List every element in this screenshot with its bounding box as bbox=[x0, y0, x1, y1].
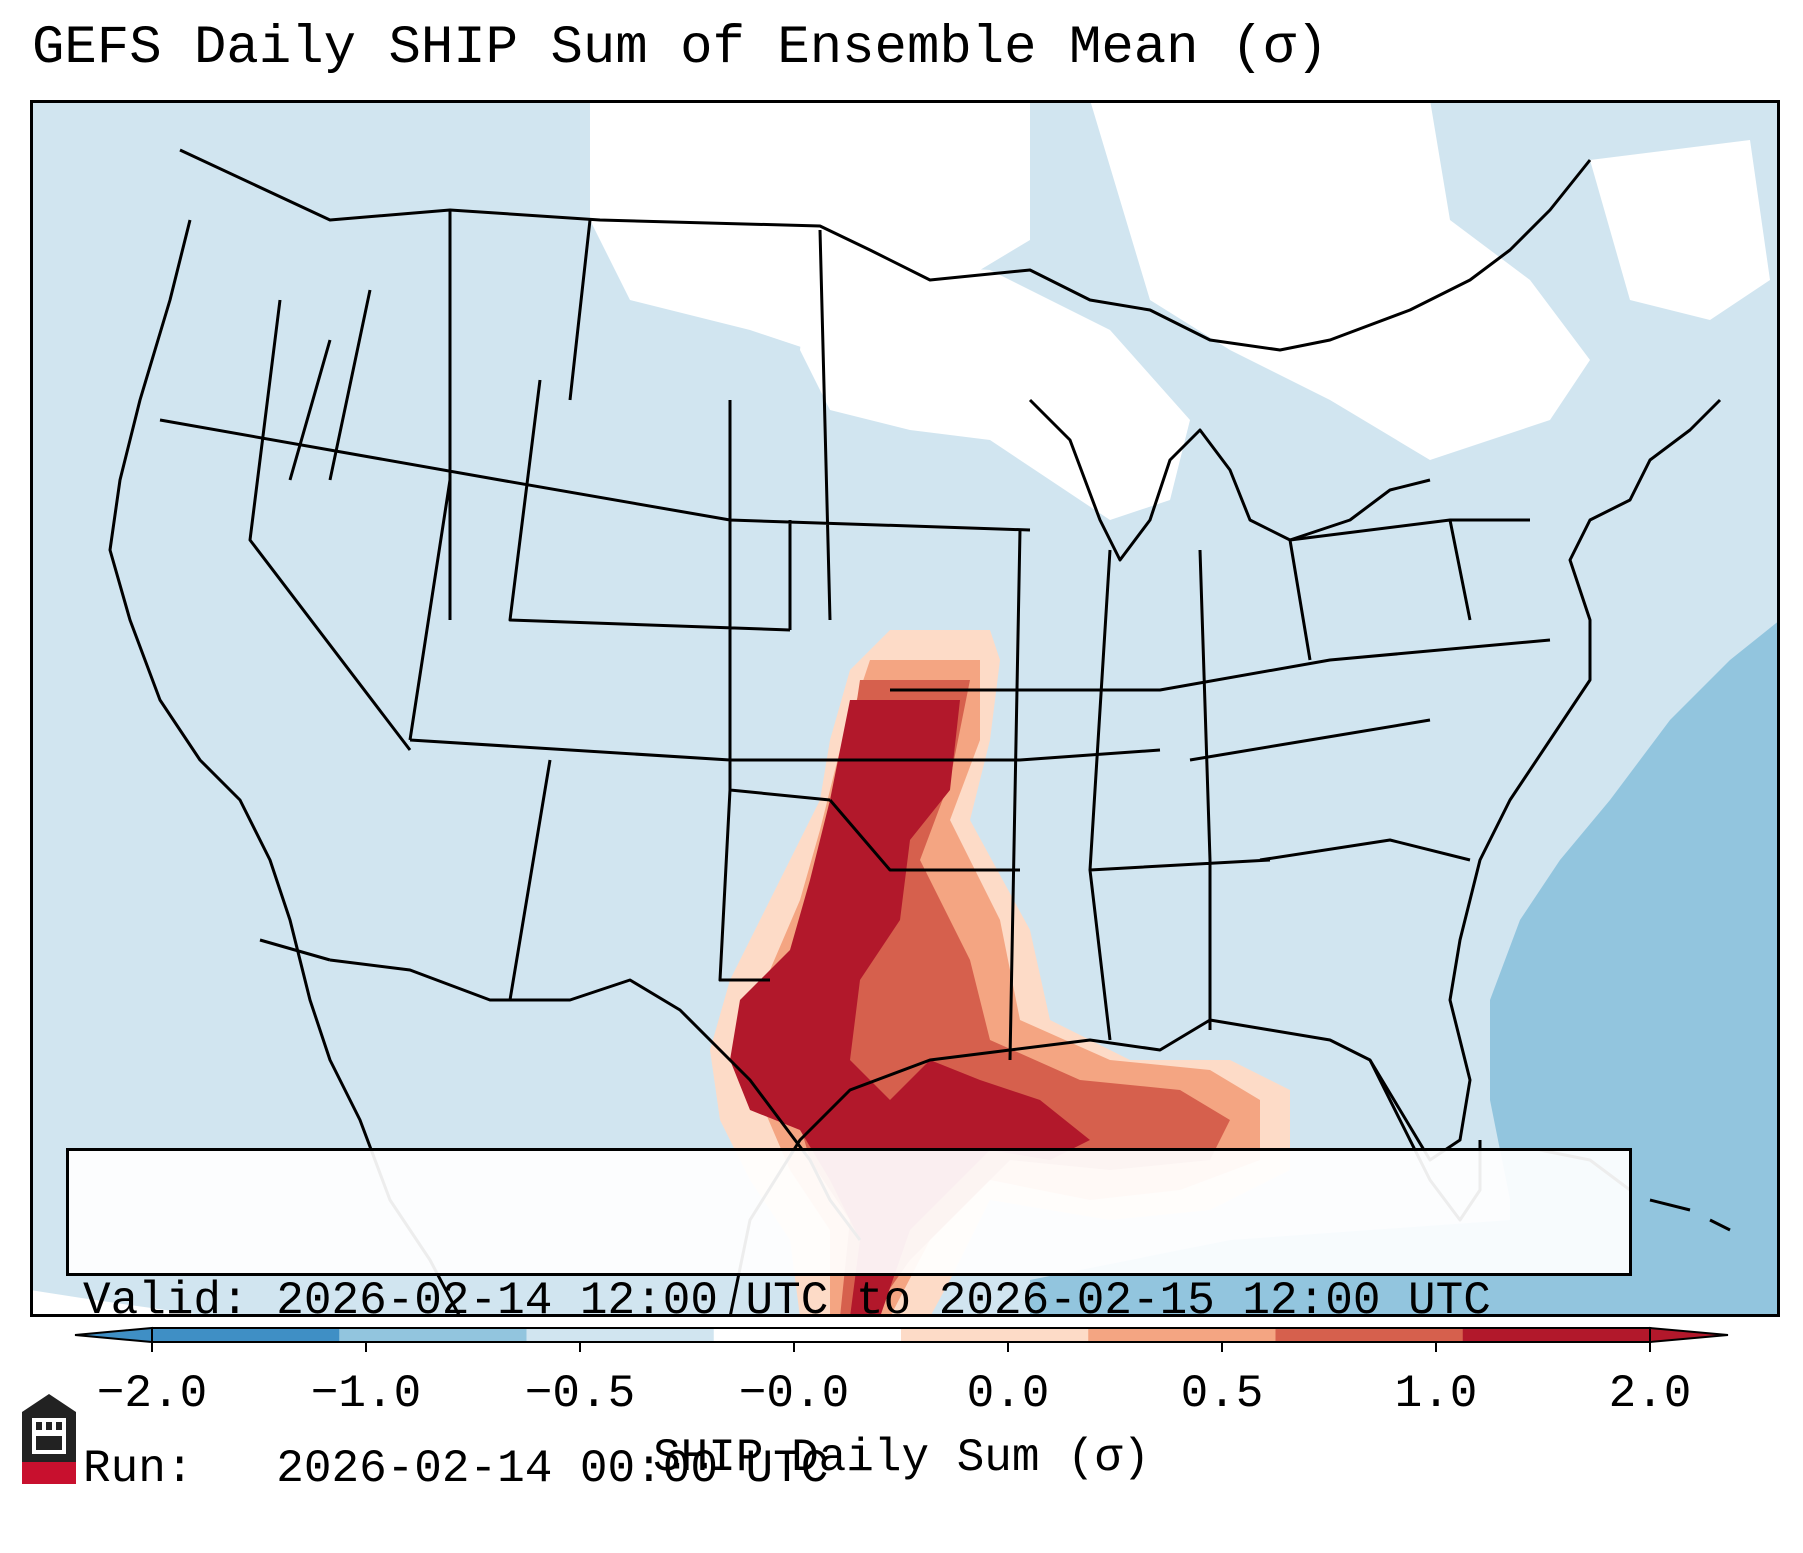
valid-value: 2026-02-14 12:00 UTC to 2026-02-15 12:00… bbox=[276, 1275, 1491, 1327]
colorbar-segment bbox=[526, 1328, 715, 1342]
us-canada-border bbox=[179, 148, 1592, 352]
colorbar-segment bbox=[1462, 1328, 1651, 1342]
colorbar-extend-low bbox=[74, 1326, 153, 1344]
colorbar-segment bbox=[1088, 1328, 1276, 1342]
colorbar-segment bbox=[901, 1328, 1089, 1342]
run-value: 2026-02-14 00:00 UTC bbox=[276, 1443, 829, 1495]
valid-run-infobox: Valid: 2026-02-14 12:00 UTC to 2026-02-1… bbox=[66, 1148, 1632, 1495]
colorbar-tick-label: 2.0 bbox=[1608, 1368, 1692, 1420]
colorbar-tick-label: −0.0 bbox=[738, 1368, 850, 1420]
colorbar-tick-label: 0.5 bbox=[1180, 1368, 1264, 1420]
state-lines-1 bbox=[159, 210, 1161, 802]
great-lakes bbox=[1028, 398, 1431, 562]
colorbar-tick-label: −0.5 bbox=[524, 1368, 636, 1420]
niu-logo bbox=[22, 1394, 76, 1484]
colorbar-segment bbox=[339, 1328, 527, 1342]
ship-anomaly-map bbox=[30, 100, 1780, 1317]
colorbar-segment bbox=[713, 1328, 902, 1342]
atlantic-anomaly bbox=[1490, 620, 1780, 1317]
colorbar-tick-label: 1.0 bbox=[1394, 1368, 1478, 1420]
near-zero-regions bbox=[590, 100, 1770, 520]
state-lines-2 bbox=[259, 518, 1551, 1061]
map-frame bbox=[30, 100, 1780, 1317]
gulf-coast bbox=[728, 398, 1722, 1317]
valid-label: Valid: bbox=[83, 1275, 249, 1327]
west-coast bbox=[108, 219, 462, 1317]
colorbar-frame bbox=[151, 1327, 1651, 1343]
colorbar bbox=[74, 1326, 1729, 1352]
colorbar-tick-label: 0.0 bbox=[966, 1368, 1050, 1420]
colorbar-tick-label: −1.0 bbox=[310, 1368, 422, 1420]
colorbar-tick-label: −2.0 bbox=[96, 1368, 208, 1420]
run-label: Run: bbox=[83, 1443, 194, 1495]
colorbar-segment bbox=[152, 1328, 340, 1342]
map-title: GEFS Daily SHIP Sum of Ensemble Mean (σ) bbox=[32, 18, 1329, 79]
colorbar-label: SHIP Daily Sum (σ) bbox=[653, 1432, 1150, 1484]
colorbar-segment bbox=[1275, 1328, 1464, 1342]
colorbar-extend-high bbox=[1649, 1326, 1729, 1344]
